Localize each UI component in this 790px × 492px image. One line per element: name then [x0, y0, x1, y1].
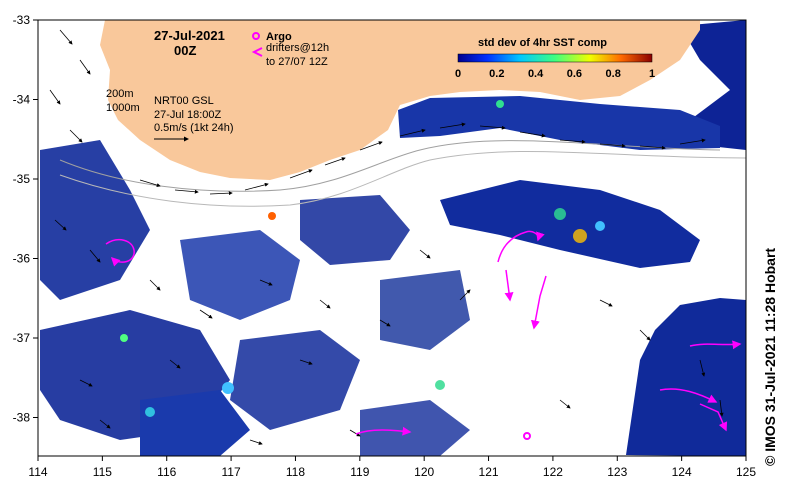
argo-legend-label: Argo: [266, 31, 292, 43]
current-vectors: [49, 29, 724, 445]
imos-credit: © IMOS 31-Jul-2021 11:28 Hobart: [762, 247, 778, 466]
source-line2: 27-Jul 18:00Z: [154, 109, 222, 121]
drifter-legend-line2: to 27/07 12Z: [266, 56, 328, 68]
y-axis: -33 -34 -35 -36 -37 -38: [13, 13, 38, 425]
y-tick-label--36: -36: [13, 252, 31, 266]
x-tick-label-123: 123: [607, 465, 627, 479]
y-tick-label--38: -38: [13, 411, 31, 425]
colorbar-tick-0: 0: [455, 68, 461, 80]
source-line1: NRT00 GSL: [154, 95, 214, 107]
x-tick-label-117: 117: [222, 465, 241, 479]
sst-patch-mid-b: [140, 390, 250, 456]
plot-frame: [37, 19, 747, 457]
sst-patch-mid-a: [230, 330, 360, 430]
colorbar-ticks: 0 0.2 0.4 0.6 0.8 1: [455, 68, 655, 80]
x-tick-label-120: 120: [414, 465, 434, 479]
colorbar-tick-0.8: 0.8: [606, 68, 621, 80]
y-tick-label--34: -34: [13, 93, 31, 107]
x-tick-label-116: 116: [157, 465, 176, 479]
x-tick-label-125: 125: [736, 465, 756, 479]
y-tick-label--37: -37: [13, 331, 31, 345]
x-tick-label-119: 119: [350, 465, 369, 479]
x-tick-label-122: 122: [543, 465, 563, 479]
sst-patch-west-a: [40, 140, 150, 300]
x-tick-label-118: 118: [286, 465, 305, 479]
isobath-1000m-label: 1000m: [106, 102, 140, 114]
sst-data-layer: [40, 20, 746, 456]
sst-patch-south-mid: [360, 400, 470, 456]
x-axis: 114 115 116 117 118 119 120 121 122 123 124 125: [28, 456, 756, 479]
sst-patch-coastal: [398, 96, 720, 150]
colorbar-tick-0.2: 0.2: [489, 68, 504, 80]
sst-patch-mid-c: [300, 195, 410, 265]
drifter-legend-icon: [251, 47, 263, 57]
x-tick-label-121: 121: [479, 465, 499, 479]
sst-patch-mid-d: [380, 270, 470, 350]
x-tick-label-115: 115: [93, 465, 112, 479]
drifter-tracks: [105, 230, 742, 436]
sst-patch-west-b: [180, 230, 300, 320]
isobath-1000m: [59, 150, 747, 207]
argo-legend-icon: [252, 32, 260, 40]
colorbar-tick-1: 1: [649, 68, 655, 80]
colorbar: [457, 53, 653, 63]
y-tick-label--35: -35: [13, 172, 31, 186]
sst-patch-central-band: [440, 180, 700, 268]
colorbar-tick-0.4: 0.4: [528, 68, 544, 80]
isobath-200m-label: 200m: [106, 88, 134, 100]
map-time: 00Z: [174, 43, 196, 58]
y-tick-label--33: -33: [13, 13, 31, 27]
colorbar-title: std dev of 4hr SST comp: [478, 37, 607, 49]
argo-float-marker: [523, 432, 531, 440]
colorbar-tick-0.6: 0.6: [567, 68, 582, 80]
map-date: 27-Jul-2021: [154, 28, 225, 43]
sst-patch-southeast: [626, 298, 746, 456]
x-tick-label-124: 124: [672, 465, 692, 479]
x-tick-label-114: 114: [28, 465, 47, 479]
source-line3: 0.5m/s (1kt 24h): [154, 122, 233, 134]
drifter-legend-line1: drifters@12h: [266, 42, 329, 54]
